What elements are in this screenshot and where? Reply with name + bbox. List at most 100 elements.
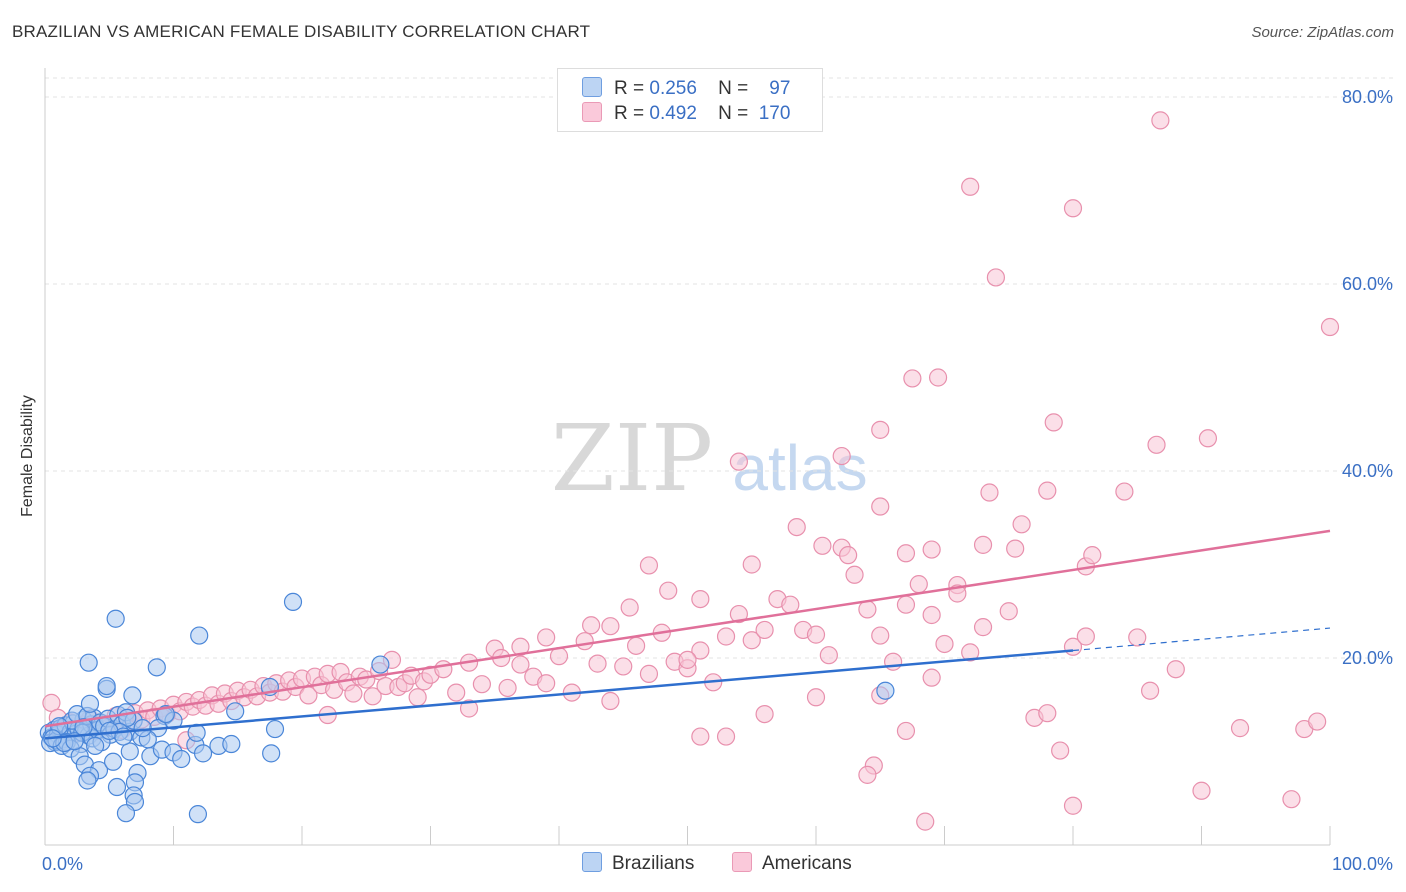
americans-point [639,664,659,683]
americans-point [961,643,980,662]
americans-point [459,699,479,718]
legend-r-value: 0.256 [649,78,697,99]
americans-point [537,628,556,647]
americans-point [626,636,646,655]
americans-point [1006,539,1025,558]
americans-point [1140,681,1160,700]
americans-point [1192,781,1211,800]
brazilians-point [116,804,136,823]
chart-title: BRAZILIAN VS AMERICAN FEMALE DISABILITY … [12,22,591,41]
americans-point [806,625,826,644]
americans-point [980,483,999,502]
brazilians-point [78,771,97,790]
americans-point [922,668,941,687]
legend-row-brazilians: R = 0.256 N = 97 [582,77,790,101]
americans-point [999,602,1018,621]
americans-point [1038,481,1057,500]
americans-point [781,595,800,614]
americans-point [498,678,517,698]
americans-point [1128,628,1147,647]
americans-point [806,688,826,707]
axes [44,68,1331,846]
brazilians-point [190,626,209,645]
legend-r-value: 0.492 [649,103,697,124]
americans-point [601,691,620,711]
americans-point [1282,790,1301,809]
legend-r-label: R = [614,103,645,124]
americans-point [903,369,922,388]
americans-point [408,688,427,707]
brazilians-points [39,592,895,824]
americans-swatch [582,102,602,122]
americans-point [1166,660,1185,679]
americans-point [678,650,697,669]
americans-point [896,721,916,741]
americans-point [620,598,639,617]
americans-point [928,368,948,387]
americans-point [1151,111,1170,130]
brazilians-point [106,609,125,628]
americans-point [1012,515,1031,534]
americans-point [582,616,601,635]
americans-point [845,565,864,584]
brazilians-point [876,681,895,700]
americans-point [1230,719,1250,738]
brazilians-point [104,752,123,771]
americans-point [813,536,832,555]
americans-point [511,655,530,674]
americans-point [1038,704,1057,723]
americans-point [935,634,954,654]
y-tick-label: 40.0% [1342,461,1393,481]
brazilians-point [188,805,208,824]
brazilians-point [172,749,191,769]
legend-item-brazilians: Brazilians [582,852,694,875]
legend-label-brazilians: Brazilians [612,853,695,874]
americans-point [742,555,761,574]
americans-point [922,540,941,559]
americans-point [871,420,890,439]
americans-point [839,546,858,565]
trend-lines [44,529,1331,740]
americans-point [42,693,61,712]
brazilians-point [283,592,303,612]
americans-point [1308,712,1327,731]
americans-point [639,556,659,575]
brazilians-swatch [582,77,602,97]
brazilians-point [226,702,245,721]
americans-swatch [732,852,752,872]
brazilians-point [80,694,100,713]
americans-trend-line [44,529,1331,728]
americans-point [916,812,935,831]
americans-point [1051,741,1070,760]
brazilians-point [222,734,241,754]
americans-point [344,684,363,703]
americans-point [742,631,761,650]
source-text: Source: ZipAtlas.com [1251,24,1394,41]
americans-point [691,589,710,609]
americans-point [858,600,877,619]
americans-point [434,660,453,679]
americans-point [961,177,980,196]
americans-point [601,617,620,636]
americans-point [1044,413,1063,432]
americans-point [1115,482,1134,501]
americans-point [871,497,890,516]
brazilians-point [123,686,142,705]
americans-point [537,674,556,693]
americans-point [716,627,736,646]
americans-point [787,517,806,537]
americans-point [614,657,633,676]
brazilians-trend-extension [1072,627,1331,652]
americans-point [755,704,774,724]
stats-legend: R = 0.256 N = 97 R = 0.492 N = 170 [557,68,823,132]
americans-point [1063,796,1083,815]
brazilians-point [156,704,175,724]
brazilians-trend-line [44,649,1074,740]
americans-point [986,268,1006,287]
y-tick-label: 80.0% [1342,87,1393,107]
brazilians-point [86,736,105,755]
legend-n-label: N = [718,78,749,99]
x-tick-label: 0.0% [42,854,83,874]
legend-r-label: R = [614,78,645,99]
